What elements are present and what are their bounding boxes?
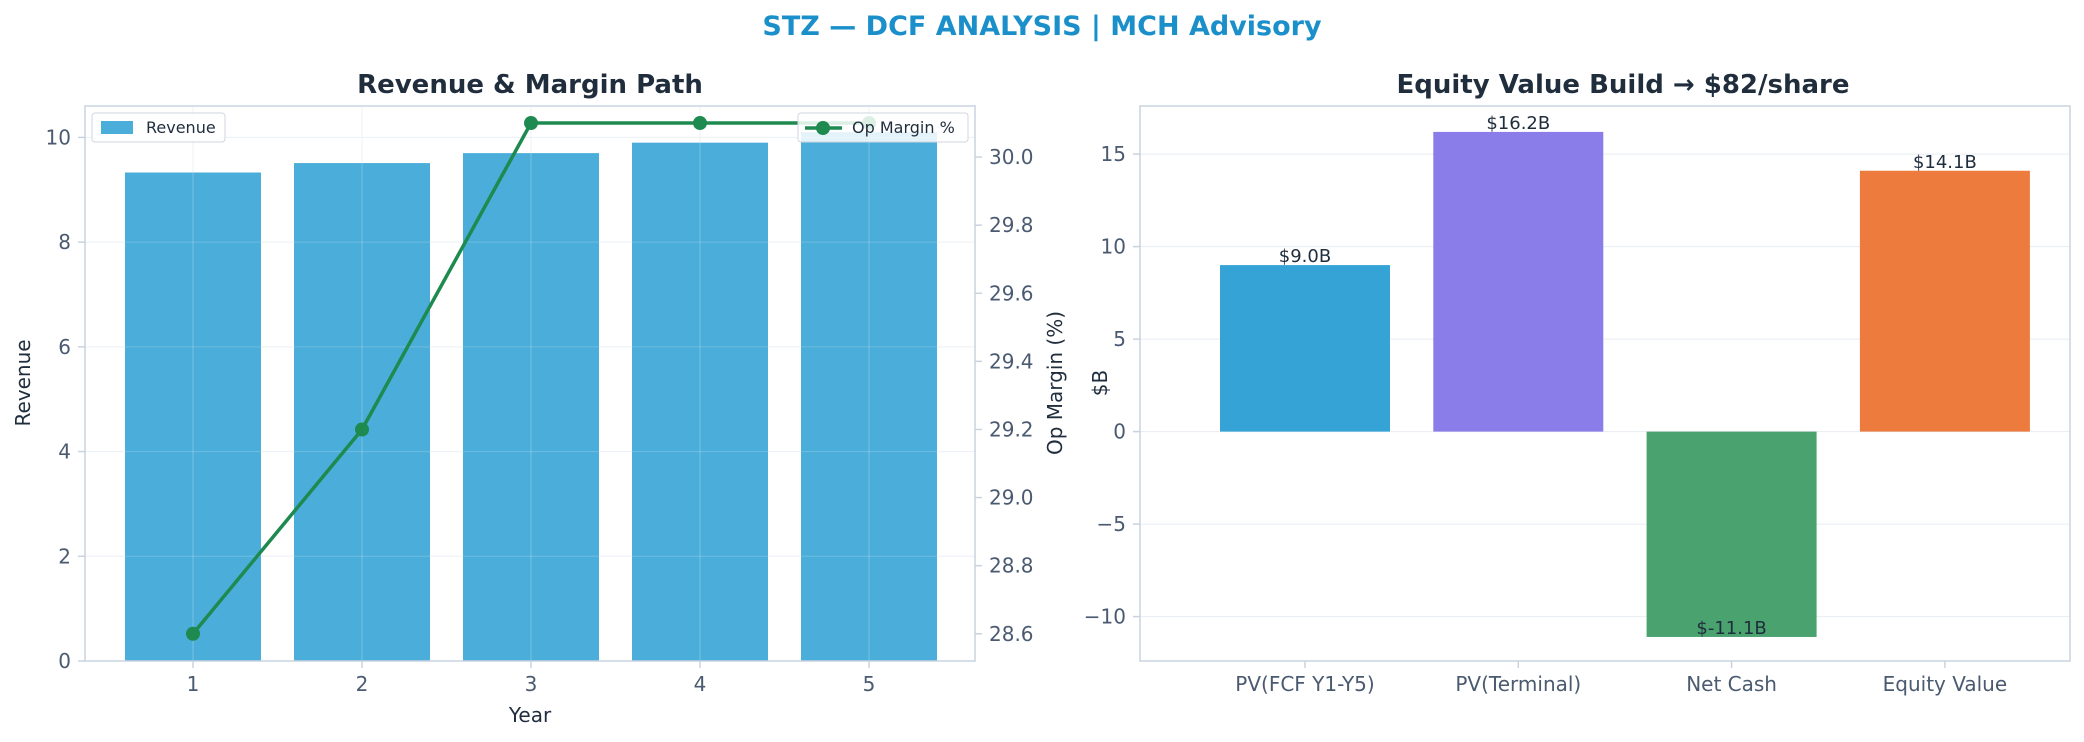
op-margin-legend-swatch-marker bbox=[816, 121, 830, 135]
revenue-y-ticks: 0 2 4 6 8 10 bbox=[46, 125, 85, 673]
equity-bar bbox=[1220, 265, 1390, 432]
revenue-x-tick-label: 3 bbox=[525, 672, 538, 696]
revenue-y-tick-label: 4 bbox=[58, 440, 71, 464]
revenue-x-tick-label: 1 bbox=[187, 672, 200, 696]
revenue-x-tick-label: 4 bbox=[694, 672, 707, 696]
op-margin-y-tick-label: 28.6 bbox=[989, 622, 1034, 646]
equity-y-ticks: −10 −5 0 5 10 15 bbox=[1084, 142, 1140, 629]
op-margin-y-tick-label: 29.6 bbox=[989, 281, 1034, 305]
revenue-chart-frame bbox=[84, 105, 976, 662]
equity-x-tick-label: PV(FCF Y1-Y5) bbox=[1235, 672, 1374, 696]
revenue-y-tick-label: 10 bbox=[46, 125, 71, 149]
op-margin-point bbox=[693, 116, 707, 131]
equity-bars bbox=[1220, 131, 2030, 637]
revenue-bar bbox=[632, 142, 768, 661]
revenue-y-axis-label: Revenue bbox=[11, 339, 35, 426]
revenue-chart-title: Revenue & Margin Path bbox=[357, 70, 703, 100]
op-margin-y-tick-label: 30.0 bbox=[989, 145, 1034, 169]
equity-chart-grid bbox=[1140, 153, 2070, 618]
revenue-x-ticks: 1 2 3 4 5 bbox=[187, 661, 876, 696]
op-margin-y-ticks: 28.6 28.8 29.0 29.2 29.4 29.6 29.8 30.0 bbox=[975, 145, 1034, 646]
equity-data-labels: $9.0B $16.2B $-11.1B $14.1B bbox=[1279, 113, 1977, 639]
equity-data-label: $14.1B bbox=[1913, 152, 1977, 173]
equity-chart-frame bbox=[1139, 105, 2071, 662]
op-margin-legend-label: Op Margin % bbox=[852, 118, 955, 137]
op-margin-y-axis-label: Op Margin (%) bbox=[1043, 311, 1067, 455]
equity-y-tick-label: −10 bbox=[1084, 605, 1126, 629]
equity-bar bbox=[1433, 131, 1604, 432]
revenue-y-tick-label: 6 bbox=[58, 335, 71, 359]
equity-chart-title: Equity Value Build → $82/share bbox=[1397, 70, 1850, 100]
equity-bar bbox=[1859, 170, 2030, 432]
revenue-y-tick-label: 2 bbox=[58, 544, 71, 568]
revenue-bar bbox=[801, 132, 937, 661]
op-margin-y-tick-label: 28.8 bbox=[989, 554, 1034, 578]
equity-y-tick-label: 10 bbox=[1101, 235, 1126, 259]
revenue-bars bbox=[85, 106, 975, 662]
revenue-bar bbox=[294, 163, 430, 662]
equity-bar bbox=[1646, 431, 1817, 637]
figure-suptitle: STZ — DCF ANALYSIS | MCH Advisory bbox=[762, 11, 1322, 42]
equity-x-ticks: PV(FCF Y1-Y5) PV(Terminal) Net Cash Equity … bbox=[1235, 661, 2007, 696]
equity-y-tick-label: 5 bbox=[1113, 327, 1126, 351]
equity-x-tick-label: Net Cash bbox=[1686, 672, 1777, 696]
equity-y-axis-label: $B bbox=[1088, 370, 1112, 396]
equity-data-label: $-11.1B bbox=[1696, 618, 1766, 639]
equity-y-tick-label: 15 bbox=[1101, 142, 1126, 166]
op-margin-y-tick-label: 29.4 bbox=[989, 349, 1034, 373]
equity-y-tick-label: −5 bbox=[1097, 512, 1126, 536]
revenue-legend: Revenue bbox=[91, 112, 226, 143]
equity-data-label: $9.0B bbox=[1279, 246, 1331, 267]
op-margin-y-tick-label: 29.0 bbox=[989, 486, 1034, 510]
revenue-legend-label: Revenue bbox=[146, 118, 216, 137]
equity-data-label: $16.2B bbox=[1486, 113, 1550, 134]
op-margin-y-tick-label: 29.2 bbox=[989, 417, 1034, 441]
op-margin-point bbox=[355, 422, 369, 437]
revenue-x-axis-label: Year bbox=[508, 703, 552, 727]
revenue-x-tick-label: 2 bbox=[356, 672, 369, 696]
equity-y-tick-label: 0 bbox=[1113, 420, 1126, 444]
equity-value-chart: Equity Value Build → $82/share $9.0B $16.… bbox=[1084, 70, 2071, 696]
revenue-y-tick-label: 0 bbox=[58, 649, 71, 673]
revenue-margin-chart: Revenue & Margin Path 1 2 3 4 5 0 2 4 6 8 10 28.6… bbox=[11, 70, 1067, 727]
op-margin-legend: Op Margin % bbox=[797, 112, 969, 143]
op-margin-point bbox=[524, 116, 538, 131]
revenue-legend-swatch bbox=[101, 121, 133, 134]
revenue-x-tick-label: 5 bbox=[863, 672, 876, 696]
revenue-y-tick-label: 8 bbox=[58, 230, 71, 254]
equity-x-tick-label: Equity Value bbox=[1883, 672, 2008, 696]
revenue-bar bbox=[463, 153, 599, 662]
op-margin-y-tick-label: 29.8 bbox=[989, 213, 1034, 237]
op-margin-point bbox=[186, 626, 200, 641]
equity-x-tick-label: PV(Terminal) bbox=[1455, 672, 1581, 696]
